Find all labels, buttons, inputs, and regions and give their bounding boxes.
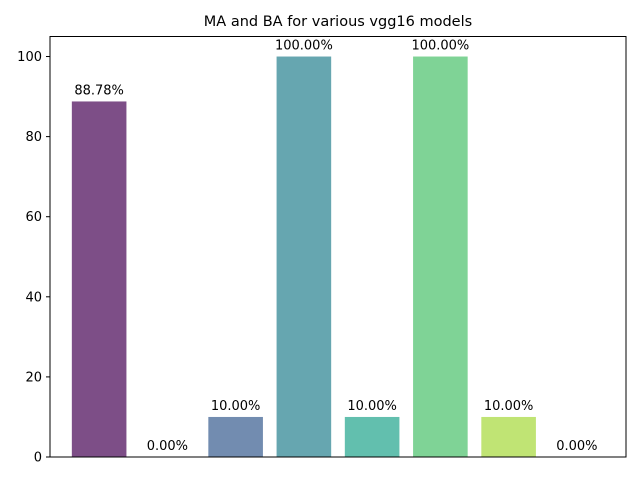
bars-group <box>71 56 536 458</box>
y-tick-label-0: 0 <box>34 451 42 466</box>
data-label-6: 100.00% <box>411 39 469 54</box>
data-label-2: 0.00% <box>147 439 188 454</box>
y-axis: 0 20 40 60 80 100 <box>17 50 50 466</box>
data-label-4: 100.00% <box>275 39 333 54</box>
bar-4 <box>276 56 332 458</box>
bar-7 <box>481 416 536 457</box>
y-tick-label-20: 20 <box>25 370 42 385</box>
bar-5 <box>344 416 400 457</box>
bar-6 <box>413 56 468 458</box>
plot-frame <box>49 36 627 458</box>
data-labels-group: 88.78% 0.00% 10.00% 100.00% 10.00% 100.00% 10.… <box>74 39 597 454</box>
y-tick-label-60: 60 <box>25 210 42 225</box>
data-label-3: 10.00% <box>211 399 261 414</box>
chart-title: MA and BA for various vgg16 models <box>204 14 472 30</box>
data-label-7: 10.00% <box>484 399 534 414</box>
data-label-5: 10.00% <box>347 399 397 414</box>
y-tick-label-80: 80 <box>25 130 42 145</box>
y-tick-label-40: 40 <box>25 290 42 305</box>
data-label-1: 88.78% <box>74 83 124 98</box>
y-tick-label-100: 100 <box>17 50 42 65</box>
bar-3 <box>208 416 263 457</box>
bar-1 <box>71 101 127 457</box>
data-label-8: 0.00% <box>556 439 597 454</box>
